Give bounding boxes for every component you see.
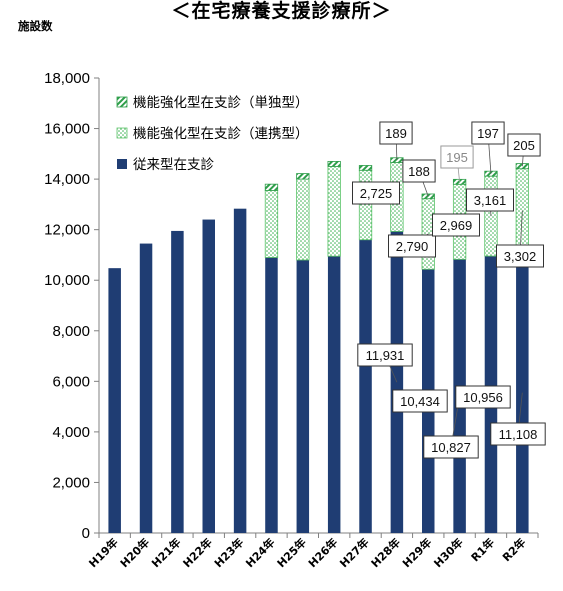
callout-value: 11,108 (499, 427, 538, 442)
legend-swatch (116, 96, 128, 108)
callout-value: 195 (446, 150, 468, 165)
y-tick-label: 2,000 (52, 474, 90, 491)
value-callout: 188 (402, 159, 436, 197)
legend-swatch (117, 159, 127, 169)
y-tick-label: 18,000 (44, 70, 90, 87)
value-callout: 2,725 (352, 181, 400, 205)
bar-traditional (171, 230, 184, 534)
bar-rengai (264, 190, 279, 258)
bar-traditional (139, 243, 153, 533)
callout-value: 2,790 (396, 239, 429, 254)
callout-box (490, 422, 546, 446)
bar-tandoku (264, 183, 279, 191)
value-callout: 197 (471, 121, 505, 174)
y-tick-label: 6,000 (52, 373, 90, 390)
callout-value: 10,827 (431, 440, 471, 455)
y-tick-label: 4,000 (52, 424, 90, 441)
x-tick-label: H20年 (117, 535, 152, 570)
x-tick-label: R2年 (499, 535, 528, 564)
y-tick-label: 12,000 (44, 222, 90, 239)
callout-box (379, 121, 413, 145)
callout-value: 197 (477, 126, 499, 141)
bar-rengai (358, 169, 373, 241)
x-tick-label: H25年 (274, 535, 309, 570)
x-tick-label: H30年 (431, 535, 466, 570)
legend-label: 従来型在支診 (133, 157, 214, 173)
x-tick-label: H27年 (337, 535, 372, 570)
callout-value: 2,969 (440, 218, 473, 233)
bar-traditional (202, 219, 215, 534)
legend-label: 機能強化型在支診（単独型） (133, 95, 309, 111)
x-tick-label: H26年 (305, 535, 340, 570)
y-tick-label: 16,000 (44, 121, 90, 138)
callout-value: 10,434 (400, 394, 440, 409)
x-tick-label: H22年 (180, 535, 215, 570)
legend-label: 機能強化型在支診（連携型） (133, 126, 309, 142)
bar-rengai (327, 166, 341, 257)
value-callout: 189 (379, 121, 413, 161)
y-tick-label: 8,000 (52, 323, 90, 340)
callout-box (455, 385, 511, 409)
x-tick-label: H28年 (368, 535, 403, 570)
y-tick-label: 14,000 (44, 171, 90, 188)
x-tick-label: H21年 (149, 535, 184, 570)
y-tick-label: 10,000 (44, 272, 90, 289)
callout-value: 189 (385, 126, 407, 141)
callout-box (471, 121, 505, 145)
page-title: ＜在宅療養支援診療所＞ (171, 0, 392, 22)
callout-box (432, 213, 480, 237)
callout-box (352, 181, 400, 205)
x-tick-label: H24年 (243, 535, 278, 570)
value-callout: 205 (507, 133, 541, 167)
value-callout: 2,969 (432, 213, 480, 237)
value-callout: 11,931 (357, 343, 413, 383)
legend-swatch (116, 127, 128, 139)
bar-tandoku (296, 173, 310, 180)
value-callout: 3,302 (496, 210, 544, 268)
callout-value: 10,956 (463, 390, 503, 405)
bar-traditional (265, 257, 278, 533)
callout-box (466, 188, 514, 212)
bar-rengai (296, 178, 310, 261)
bar-tandoku (358, 165, 373, 171)
x-tick-label: R1年 (468, 535, 497, 564)
y-tick-label: 0 (82, 525, 90, 542)
callout-box (357, 343, 413, 367)
value-callout: 2,790 (388, 233, 436, 258)
y-axis-label: 施設数 (18, 19, 53, 33)
callout-value: 3,302 (504, 249, 537, 264)
bar-traditional (359, 239, 372, 533)
bar-traditional (233, 208, 247, 534)
callout-box (423, 435, 479, 459)
bar-traditional (108, 268, 121, 533)
callout-box (440, 145, 474, 169)
x-tick-label: H23年 (211, 535, 246, 570)
x-tick-label: H29年 (399, 535, 434, 570)
callout-value: 3,161 (474, 193, 507, 208)
x-tick-label: H19年 (86, 535, 121, 570)
callout-value: 188 (408, 164, 430, 179)
callout-box (402, 159, 436, 183)
bar-tandoku (327, 161, 341, 167)
bar-traditional (327, 256, 341, 533)
callout-value: 2,725 (360, 186, 393, 201)
bar-traditional (296, 260, 310, 533)
callout-box (496, 244, 544, 268)
value-callout: 3,161 (466, 188, 514, 217)
callout-box (507, 133, 541, 157)
value-callout: 10,956 (455, 385, 511, 409)
callout-value: 11,931 (366, 348, 405, 363)
callout-box (388, 234, 436, 258)
value-callout: 10,434 (392, 389, 448, 413)
value-callout: 195 (440, 145, 474, 182)
value-callout: 11,108 (490, 392, 546, 446)
callout-value: 205 (513, 138, 535, 153)
callout-box (392, 389, 448, 413)
